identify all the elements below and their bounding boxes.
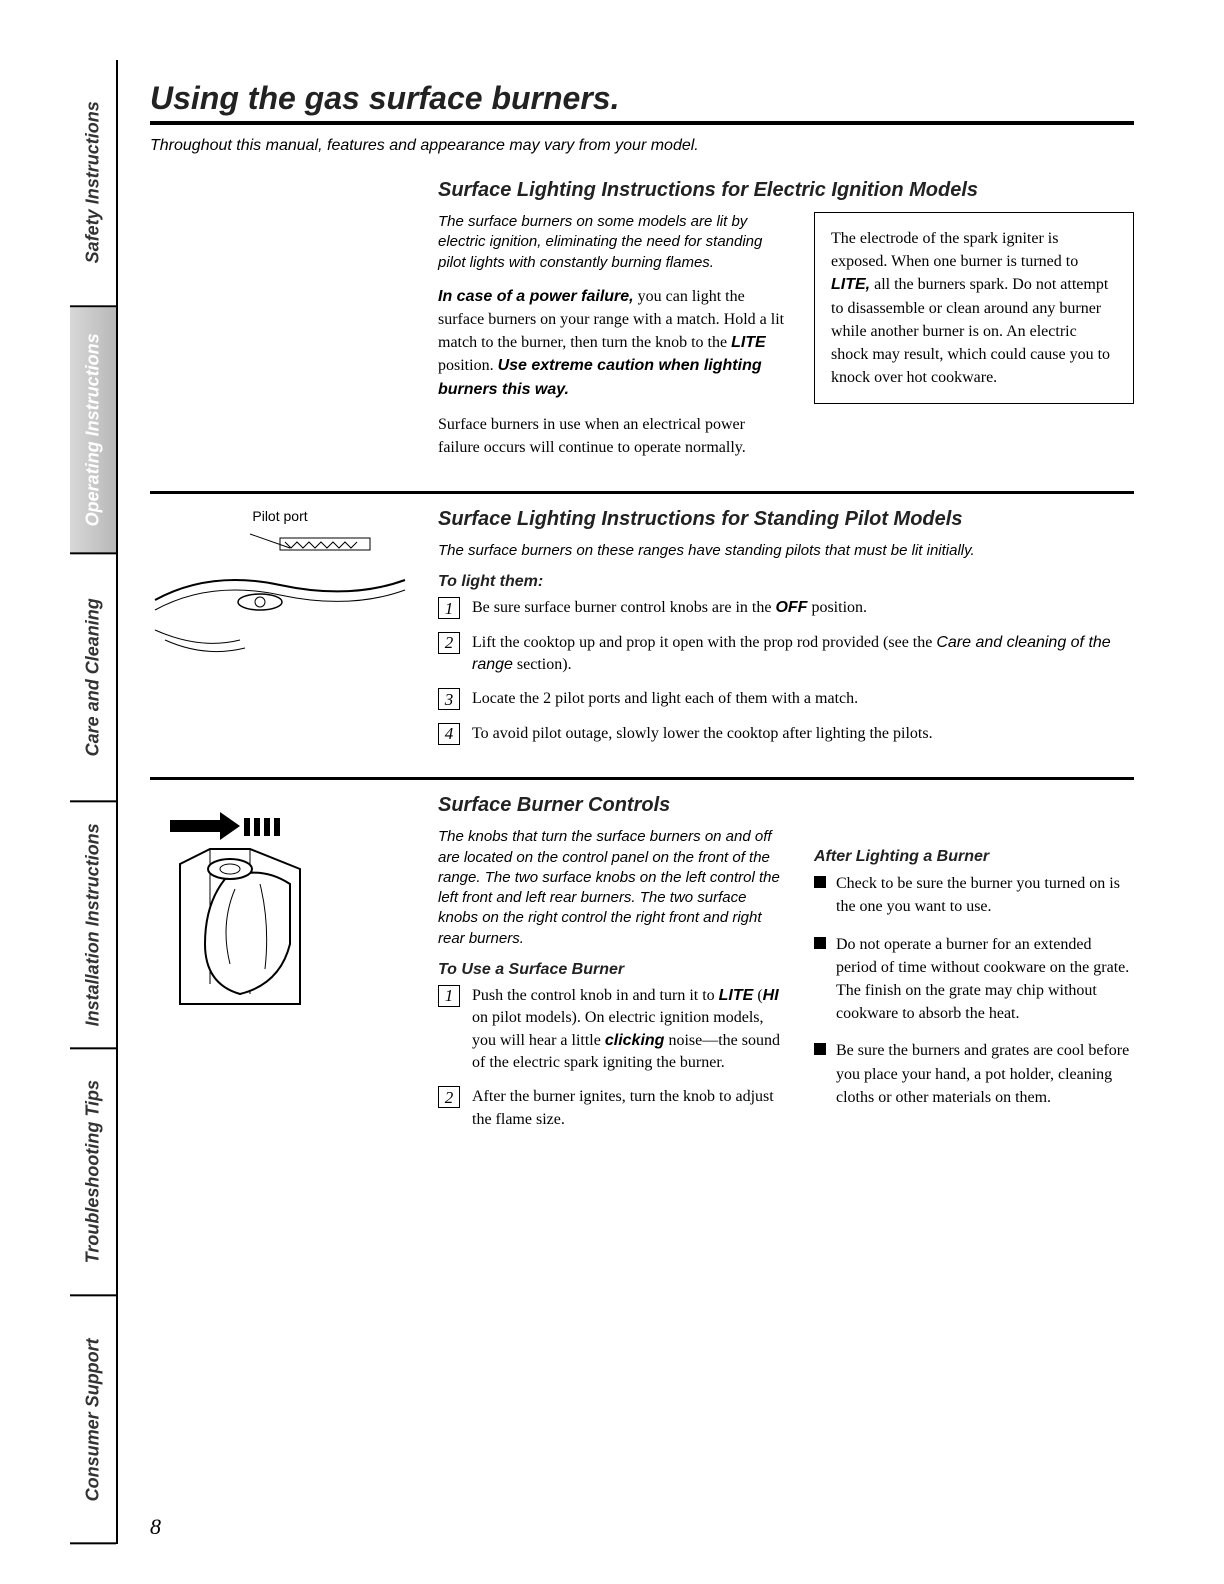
section3-steps: 1Push the control knob in and turn it to…	[438, 985, 786, 1131]
section2-subhead: To light them:	[438, 573, 1134, 591]
step-4: 4To avoid pilot outage, slowly lower the…	[438, 723, 1134, 745]
bullet-1: Check to be sure the burner you turned o…	[814, 872, 1134, 918]
section2-heading: Surface Lighting Instructions for Standi…	[438, 508, 1134, 531]
tab-troubleshooting[interactable]: Troubleshooting Tips	[70, 1049, 116, 1296]
section2-steps: 1Be sure surface burner control knobs ar…	[438, 597, 1134, 745]
tab-installation[interactable]: Installation Instructions	[70, 802, 116, 1049]
section-rule-2	[150, 777, 1134, 780]
bullet-2: Do not operate a burner for an extended …	[814, 933, 1134, 1026]
section3-bullets: Check to be sure the burner you turned o…	[814, 872, 1134, 1109]
section1-heading: Surface Lighting Instructions for Electr…	[438, 179, 1134, 202]
section1-callout: The electrode of the spark igniter is ex…	[814, 212, 1134, 404]
step-3: 3Locate the 2 pilot ports and light each…	[438, 688, 1134, 710]
disclaimer: Throughout this manual, features and app…	[150, 137, 1134, 155]
knob-illustration	[150, 794, 410, 1014]
section-burner-controls: Surface Burner Controls The knobs that t…	[150, 794, 1134, 1143]
section-rule-1	[150, 491, 1134, 494]
section3-intro: The knobs that turn the surface burners …	[438, 827, 786, 949]
page-number: 8	[150, 1514, 161, 1540]
tab-care[interactable]: Care and Cleaning	[70, 555, 116, 802]
step-1: 1Be sure surface burner control knobs ar…	[438, 597, 1134, 619]
bullet-3: Be sure the burners and grates are cool …	[814, 1039, 1134, 1109]
tab-safety[interactable]: Safety Instructions	[70, 60, 116, 307]
main-content: Using the gas surface burners. Throughou…	[118, 60, 1144, 1544]
sidebar-tabs: Safety Instructions Operating Instructio…	[70, 60, 118, 1544]
page: Safety Instructions Operating Instructio…	[70, 60, 1144, 1544]
section1-continue: Surface burners in use when an electrica…	[438, 413, 786, 459]
tab-support[interactable]: Consumer Support	[70, 1297, 116, 1544]
section1-powerfail: In case of a power failure, you can ligh…	[438, 285, 786, 401]
section1-intro: The surface burners on some models are l…	[438, 212, 786, 273]
pilot-port-illustration	[150, 530, 410, 670]
use-step-1: 1Push the control knob in and turn it to…	[438, 985, 786, 1075]
section-electric-ignition: Surface Lighting Instructions for Electr…	[150, 179, 1134, 471]
step-2: 2Lift the cooktop up and prop it open wi…	[438, 632, 1134, 677]
section3-subhead1: To Use a Surface Burner	[438, 961, 786, 979]
pilot-port-label: Pilot port	[150, 508, 410, 524]
use-step-2: 2After the burner ignites, turn the knob…	[438, 1086, 786, 1131]
section2-intro: The surface burners on these ranges have…	[438, 541, 1134, 561]
tab-operating[interactable]: Operating Instructions	[70, 307, 116, 554]
page-title: Using the gas surface burners.	[150, 80, 1134, 117]
section-standing-pilot: Pilot port Surface Lighting Instructions…	[150, 508, 1134, 757]
title-rule	[150, 121, 1134, 125]
section3-subhead2: After Lighting a Burner	[814, 848, 1134, 866]
section3-heading: Surface Burner Controls	[438, 794, 786, 817]
